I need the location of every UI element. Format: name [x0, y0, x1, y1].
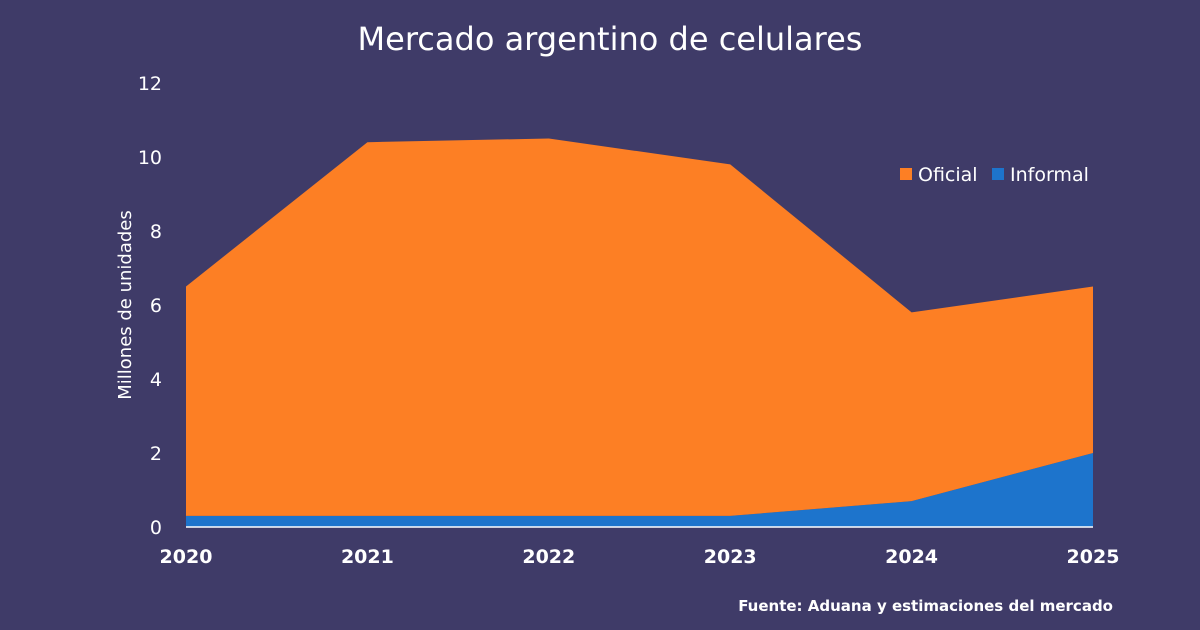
x-tick-label: 2025: [1067, 546, 1120, 568]
y-tick-label: 10: [138, 147, 162, 169]
x-tick-label: 2020: [160, 546, 213, 568]
source-note: Fuente: Aduana y estimaciones del mercad…: [738, 597, 1113, 615]
chart-title: Mercado argentino de celulares: [358, 20, 863, 58]
y-axis-ticks: 0 2 4 6 8 10 12: [138, 73, 162, 539]
legend-swatch-oficial: [900, 168, 912, 180]
legend: Oficial Informal: [900, 164, 1089, 186]
y-tick-label: 12: [138, 73, 162, 95]
y-tick-label: 8: [150, 221, 162, 243]
y-tick-label: 0: [150, 517, 162, 539]
x-tick-label: 2021: [341, 546, 394, 568]
area-oficial: [186, 138, 1093, 516]
x-tick-label: 2024: [885, 546, 938, 568]
area-informal: [186, 453, 1093, 527]
x-axis-ticks: 2020 2021 2022 2023 2024 2025: [160, 546, 1120, 568]
legend-label-oficial: Oficial: [918, 164, 978, 186]
legend-label-informal: Informal: [1010, 164, 1089, 186]
x-tick-label: 2022: [522, 546, 575, 568]
x-tick-label: 2023: [704, 546, 757, 568]
y-tick-label: 4: [150, 369, 162, 391]
y-tick-label: 6: [150, 295, 162, 317]
y-tick-label: 2: [150, 443, 162, 465]
y-axis-label: Millones de unidades: [115, 210, 136, 400]
legend-swatch-informal: [992, 168, 1004, 180]
area-series-group: [186, 138, 1093, 527]
